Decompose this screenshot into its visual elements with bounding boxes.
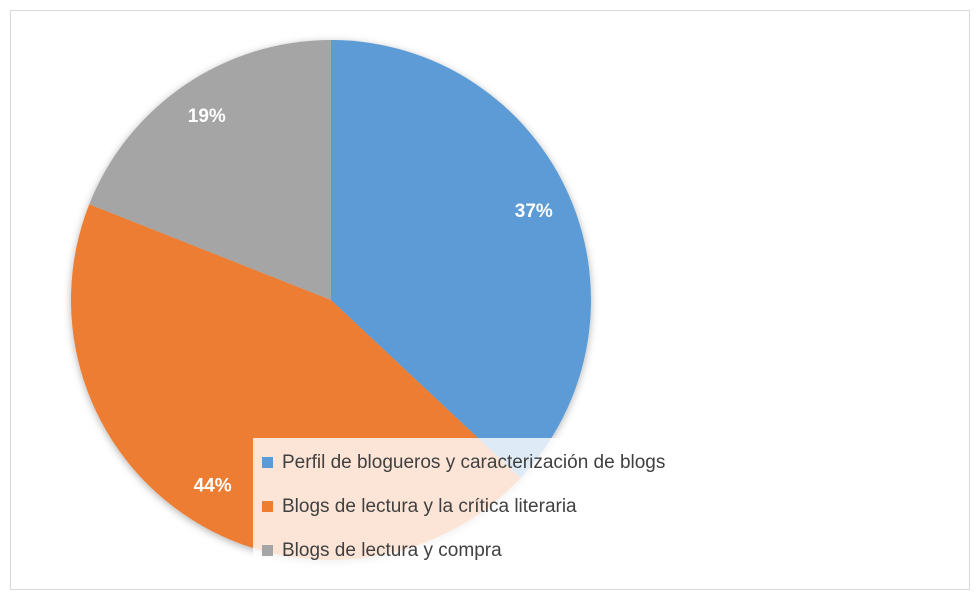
legend-swatch xyxy=(262,545,273,556)
legend-box xyxy=(253,438,725,573)
data-label: 37% xyxy=(515,201,553,222)
legend: Perfil de blogueros y caracterización de… xyxy=(253,438,725,573)
data-labels: 37% 44% 19% xyxy=(188,106,553,496)
data-label: 19% xyxy=(188,106,226,127)
legend-swatch xyxy=(262,457,273,468)
data-label: 44% xyxy=(194,476,232,497)
legend-label: Blogs de lectura y compra xyxy=(282,540,502,561)
legend-swatch xyxy=(262,501,273,512)
legend-label: Blogs de lectura y la crítica literaria xyxy=(282,496,577,517)
legend-label: Perfil de blogueros y caracterización de… xyxy=(282,452,665,473)
pie-slice xyxy=(331,40,591,478)
pie-slice xyxy=(89,40,331,300)
